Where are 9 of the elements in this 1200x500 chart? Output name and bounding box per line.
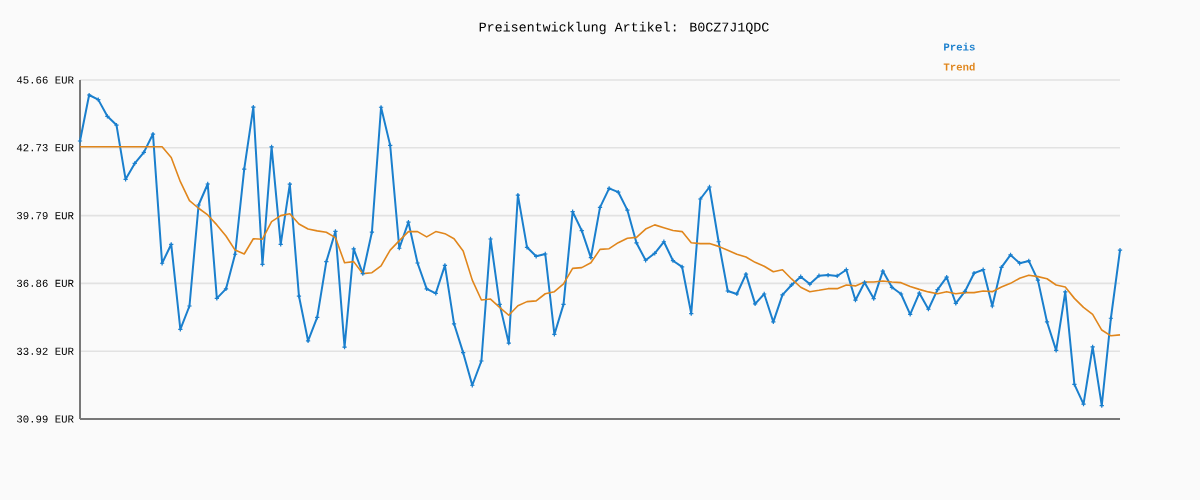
y-tick-label: 42.73 EUR	[16, 144, 74, 152]
y-tick-label: 33.92 EUR	[17, 347, 74, 355]
y-tick-label: 36.86 EUR	[17, 279, 74, 287]
text: Trend	[943, 62, 975, 71]
y-tick-label: 30.99 EUR	[17, 415, 74, 423]
y-tick-label: 45.66 EUR	[16, 76, 74, 84]
chart-title: Preisentwicklung Artikel: B0CZ7J1QDC	[479, 21, 769, 35]
text: Preis	[944, 42, 975, 51]
y-tick-label: 39.79 EUR	[17, 212, 74, 220]
